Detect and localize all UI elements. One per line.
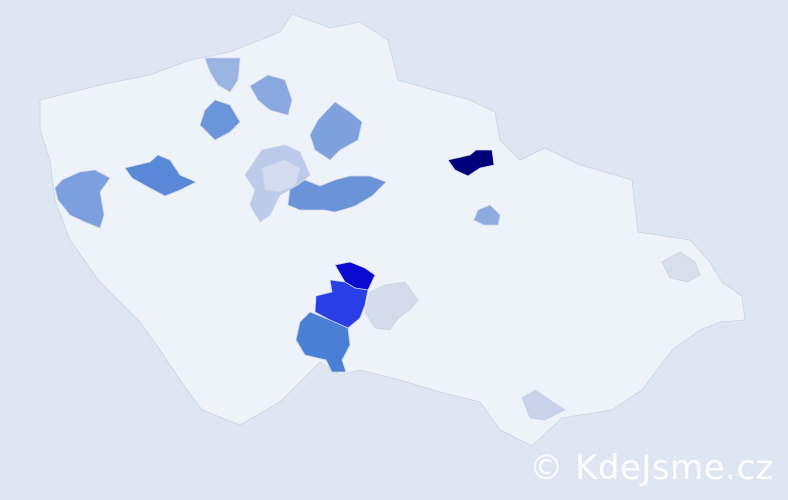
map-region-r14[interactable] — [364, 281, 419, 331]
map-region-r13[interactable] — [261, 159, 301, 193]
map-region-r1[interactable] — [447, 149, 495, 177]
country-outline — [39, 13, 746, 447]
map-region-r9[interactable] — [249, 74, 293, 116]
map-region-r8[interactable] — [309, 101, 363, 161]
map-region-r17[interactable] — [521, 389, 566, 421]
map-region-r5[interactable] — [124, 154, 197, 197]
map-region-r7[interactable] — [287, 175, 387, 213]
map-region-r15[interactable] — [473, 204, 501, 226]
map-region-r11[interactable] — [199, 99, 241, 141]
map-region-r16[interactable] — [661, 251, 701, 283]
map-region-r10[interactable] — [204, 57, 241, 93]
watermark: © KdeJsme.cz — [529, 448, 774, 488]
map-region-r4[interactable] — [295, 311, 351, 373]
map-region-r6[interactable] — [54, 169, 111, 229]
map-region-r3[interactable] — [314, 279, 369, 329]
